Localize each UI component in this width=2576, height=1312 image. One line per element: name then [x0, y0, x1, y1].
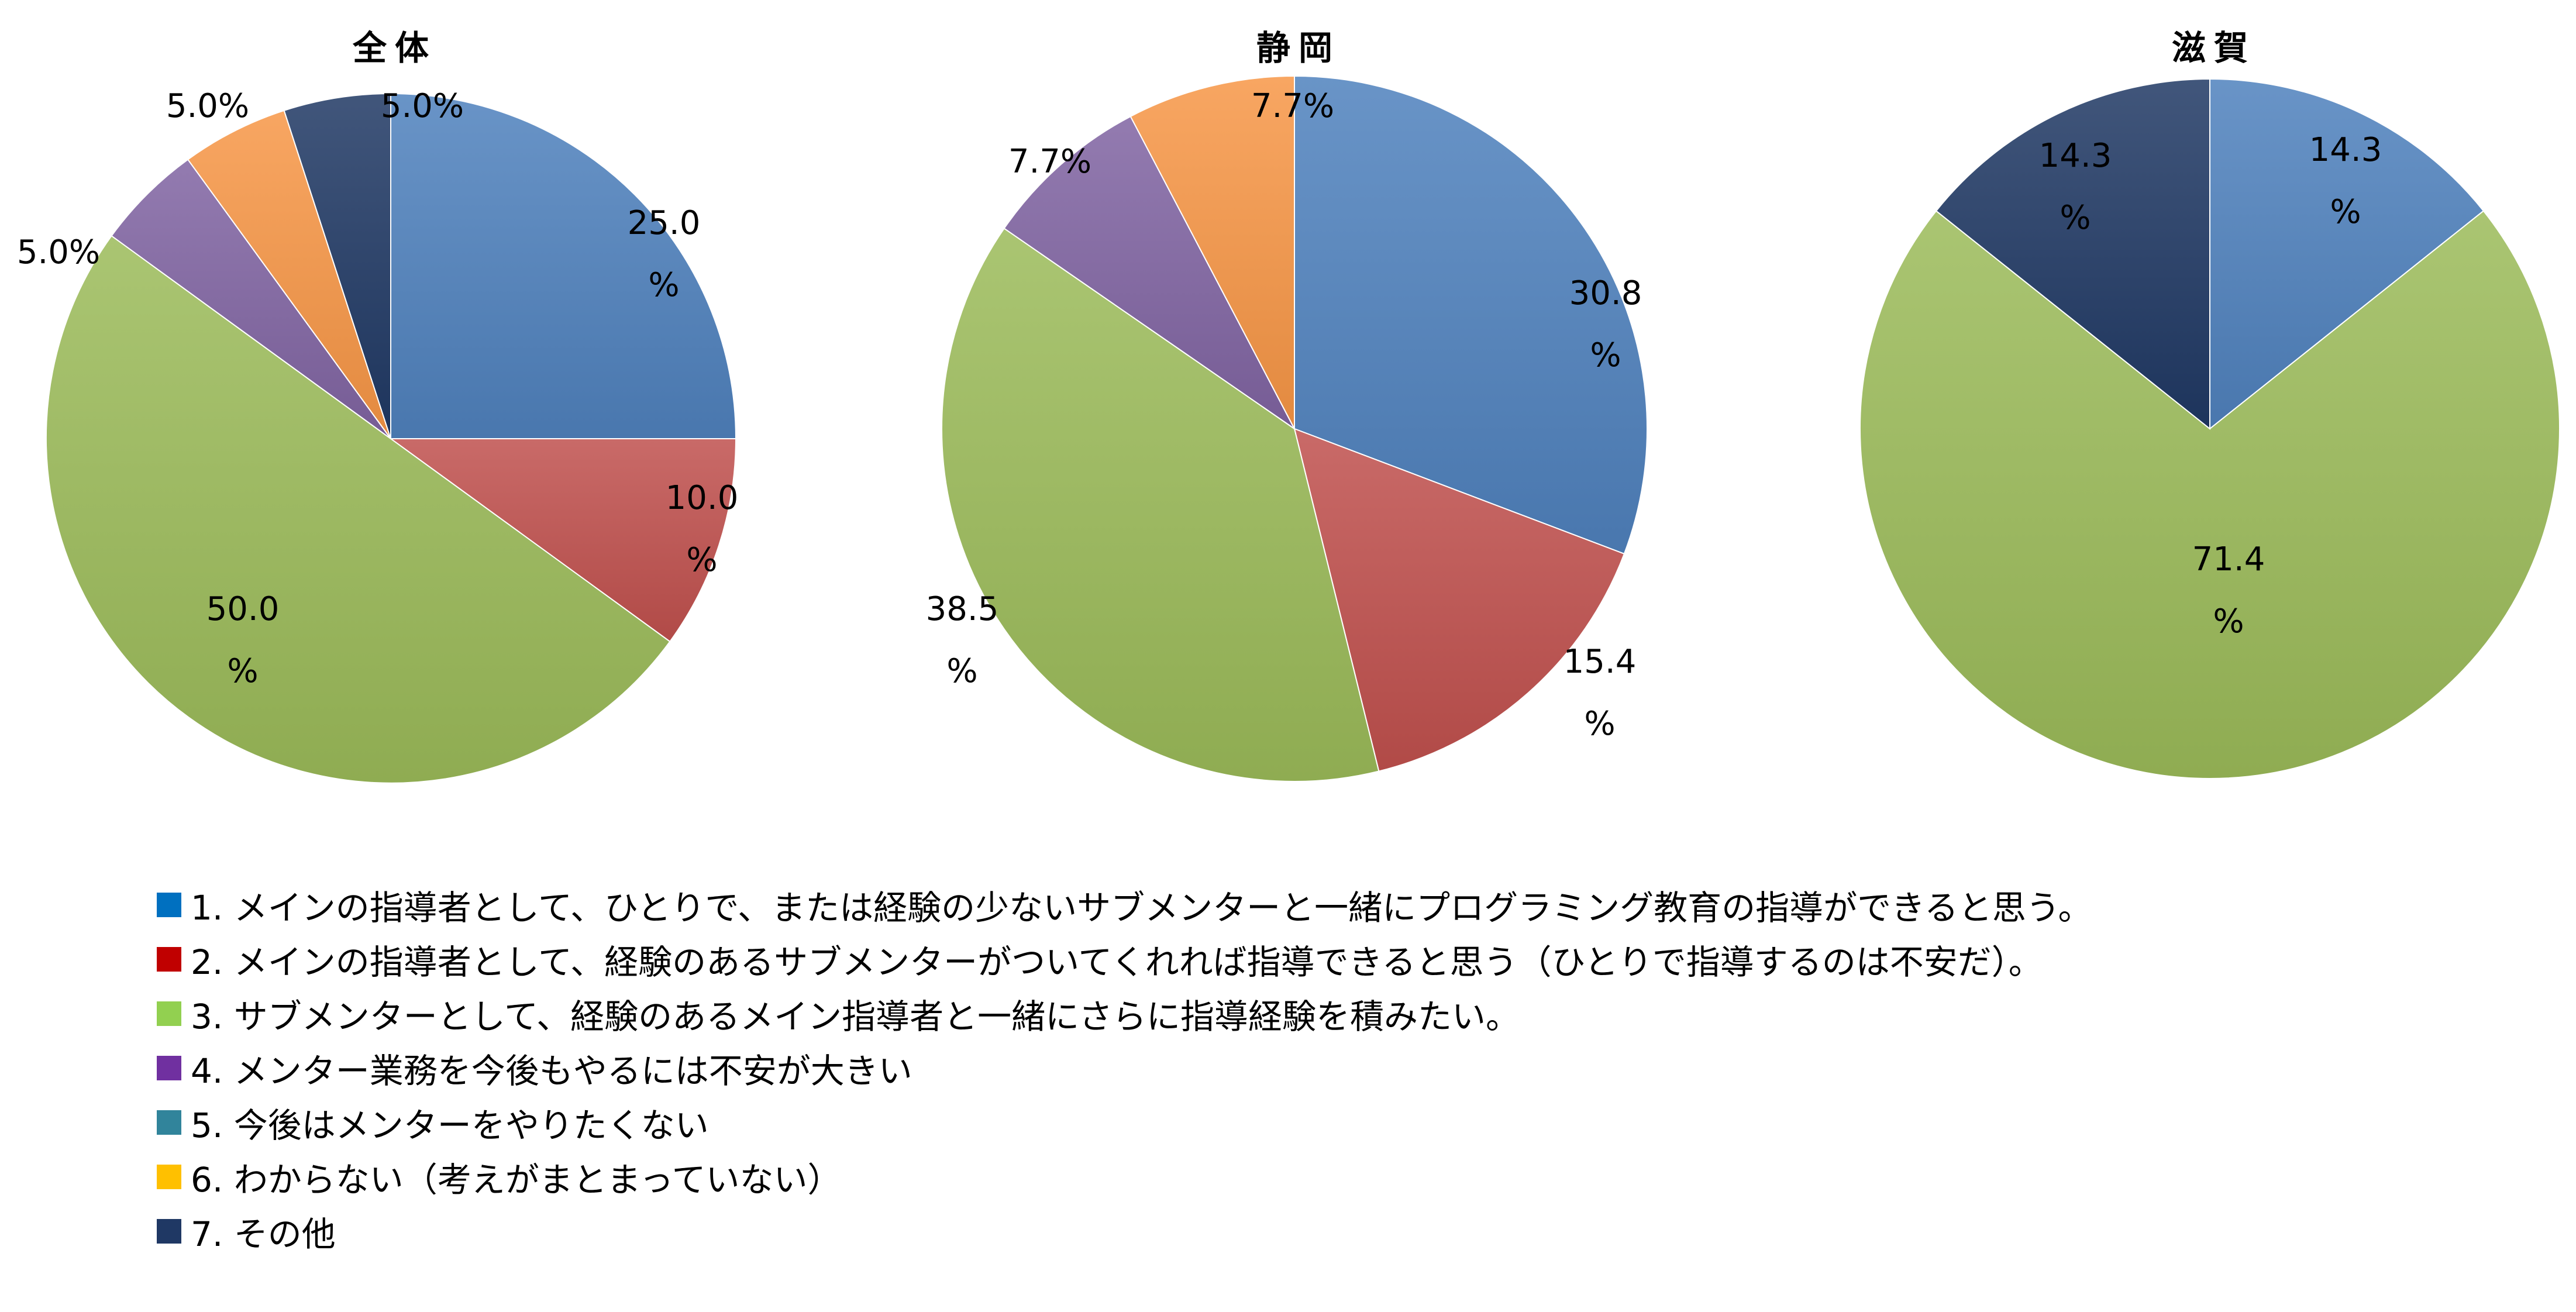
legend-item: 1. メインの指導者として、ひとりで、または経験の少ないサブメンターと一緒にプロ… [157, 877, 2092, 932]
data-label: 5.0% [381, 87, 464, 125]
legend-label: 3. サブメンターとして、経験のあるメイン指導者と一緒にさらに指導経験を積みたい… [191, 996, 1520, 1036]
legend-label: 7. その他 [191, 1214, 336, 1254]
legend-label: 4. メンター業務を今後もやるには不安が大きい [191, 1051, 912, 1091]
pie-chart: 全体 25.0% 10.0% 50.0% 5.0% 5.0% 5.0% [17, 28, 739, 784]
legend-swatch [157, 1001, 181, 1026]
pie-title: 滋賀 [2172, 28, 2256, 68]
legend-item: 2. メインの指導者として、経験のあるサブメンターがついてくれれば指導できると思… [157, 932, 2092, 986]
legend-item: 3. サブメンターとして、経験のあるメイン指導者と一緒にさらに指導経験を積みたい… [157, 986, 2092, 1041]
data-label: 38.5 [926, 590, 999, 628]
pie-slice [187, 109, 391, 439]
pie-slice [45, 235, 671, 784]
data-label: % [648, 266, 679, 304]
pie-chart: 滋賀 14.3% 71.4% 14.3% [1859, 28, 2560, 779]
legend-label: 6. わからない（考えがまとまっていない） [191, 1159, 842, 1200]
pie-title: 全体 [352, 28, 437, 68]
data-label: 5.0% [166, 87, 249, 125]
data-label: % [2213, 602, 2244, 640]
data-label: % [1584, 705, 1615, 743]
data-label: 10.0 [666, 479, 739, 517]
legend-label: 2. メインの指導者として、経験のあるサブメンターがついてくれれば指導できると思… [191, 942, 2043, 982]
data-label: % [2060, 199, 2091, 237]
pie-slice [283, 92, 391, 439]
data-label: 7.7% [1251, 87, 1334, 125]
data-label: 71.4 [2192, 540, 2265, 578]
data-label: % [2330, 193, 2361, 231]
data-label: 15.4 [1563, 643, 1637, 681]
legend-label: 5. 今後はメンターをやりたくない [191, 1105, 709, 1145]
legend-label: 1. メインの指導者として、ひとりで、または経験の少ないサブメンターと一緒にプロ… [191, 887, 2092, 928]
pie-slice [388, 438, 737, 643]
data-label: 14.3 [2309, 131, 2382, 169]
pie-title: 静岡 [1256, 28, 1341, 68]
legend-swatch [157, 1218, 181, 1244]
legend-item: 4. メンター業務を今後もやるには不安が大きい [157, 1041, 2092, 1095]
data-label: 25.0 [628, 204, 701, 242]
data-label: 30.8 [1569, 274, 1642, 312]
legend-item: 7. その他 [157, 1204, 2092, 1258]
pie-slice [1859, 210, 2560, 779]
pie-slice [941, 228, 1380, 782]
pie-slice [1294, 75, 1648, 555]
legend-item: 6. わからない（考えがまとまっていない） [157, 1149, 2092, 1204]
pie-slice [390, 92, 737, 439]
pie-slice [1003, 115, 1295, 429]
legend-swatch [157, 946, 181, 972]
data-label: 50.0 [206, 590, 280, 628]
pie-slice [1935, 78, 2210, 431]
pie-slice [1129, 75, 1295, 429]
data-label: % [946, 652, 977, 690]
legend-swatch [157, 892, 181, 917]
legend-swatch [157, 1164, 181, 1189]
data-label: 14.3 [2039, 137, 2112, 175]
legend-swatch [157, 1055, 181, 1080]
pie-chart: 静岡 30.8% 15.4% 38.5% 7.7% 7.7% [926, 28, 1648, 782]
data-label: % [227, 652, 258, 690]
pie-slice [1293, 428, 1626, 772]
data-label: % [1590, 336, 1621, 374]
pie-slice [2209, 78, 2485, 431]
legend-item: 5. 今後はメンターをやりたくない [157, 1095, 2092, 1149]
data-label: 7.7% [1008, 143, 1091, 181]
data-label: % [686, 541, 717, 579]
pie-slice [111, 159, 391, 439]
legend-swatch [157, 1110, 181, 1135]
legend: 1. メインの指導者として、ひとりで、または経験の少ないサブメンターと一緒にプロ… [157, 877, 2092, 1258]
data-label: 5.0% [17, 233, 100, 271]
